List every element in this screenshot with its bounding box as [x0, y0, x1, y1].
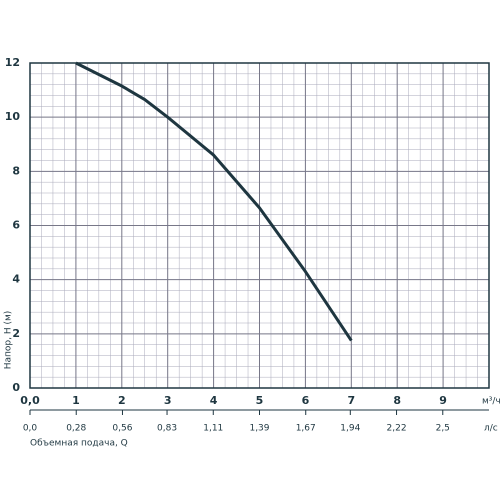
x-tick-label: 5 [256, 394, 264, 407]
curve [75, 61, 353, 342]
x-tick-label: 2 [118, 394, 126, 407]
x2-tick-label: 0,83 [157, 424, 177, 434]
y-tick-label: 0 [12, 381, 20, 394]
x-tick-label: 9 [439, 394, 447, 407]
y-axis-label: Напор, H (м) [4, 311, 14, 370]
x-tick-label: 7 [347, 394, 355, 407]
x-tick-label: 6 [302, 394, 310, 407]
x2-tick-label: 0,28 [66, 424, 86, 434]
x-axis-label: Объемная подача, Q [30, 439, 128, 449]
x-tick-label: 3 [164, 394, 172, 407]
y-tick-label: 8 [12, 164, 20, 177]
y-tick-label: 10 [5, 110, 21, 123]
x2-tick-label: 0,56 [112, 424, 132, 434]
x-unit: м³/ч [482, 397, 500, 407]
y-tick-label: 4 [12, 273, 20, 286]
x-tick-label: 8 [393, 394, 401, 407]
x2-unit: л/с [484, 424, 498, 434]
x2-tick-label: 1,11 [203, 424, 223, 434]
y-tick-label: 2 [12, 327, 20, 340]
x2-tick-label: 1,39 [249, 424, 269, 434]
x2-tick-label: 2,22 [387, 424, 407, 434]
x-tick-label: 4 [210, 394, 218, 407]
x2-tick-label: 2,5 [436, 424, 450, 434]
plot-frame [29, 62, 490, 389]
x2-tick-label: 0,0 [23, 424, 38, 434]
y-tick-label: 6 [12, 219, 20, 232]
x2-tick-label: 1,67 [296, 424, 316, 434]
x-tick-label: 1 [72, 394, 80, 407]
y-tick-label: 12 [5, 56, 20, 69]
x2-tick-label: 1,94 [340, 424, 360, 434]
x-tick-label: 0,0 [20, 394, 40, 407]
